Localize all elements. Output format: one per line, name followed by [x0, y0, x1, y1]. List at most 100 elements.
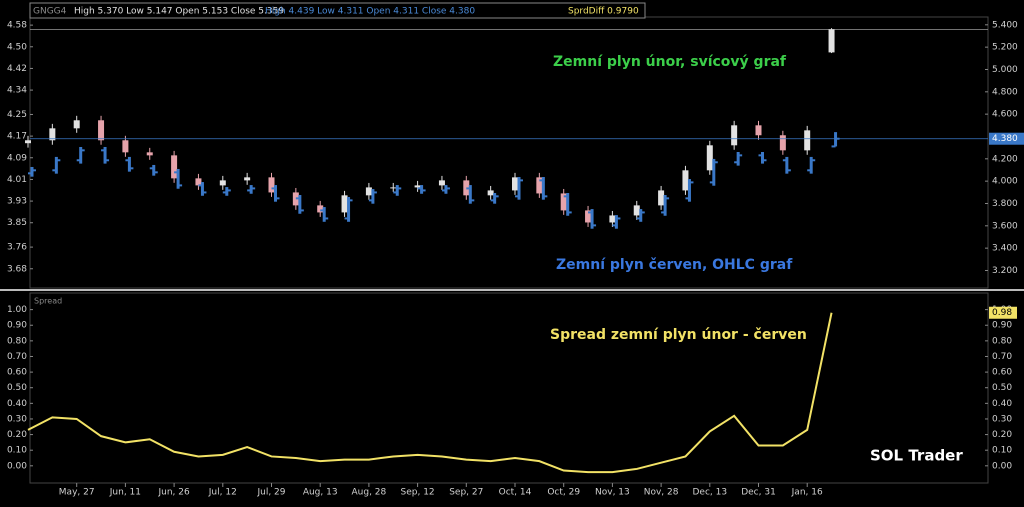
candle-body: [219, 180, 226, 186]
annotation: Zemní plyn červen, OHLC graf: [556, 257, 793, 273]
y-tick-label: 0.40: [7, 399, 27, 409]
candle-body: [512, 177, 518, 191]
x-tick-label: Nov, 28: [644, 488, 679, 498]
x-tick-label: Jul, 29: [256, 488, 285, 498]
y-tick-label: 3.93: [7, 197, 27, 207]
candle-body: [779, 135, 786, 151]
y-tick-label: 4.200: [992, 154, 1018, 164]
y-tick-label: 0.50: [7, 383, 27, 393]
x-tick-label: Nov, 13: [595, 488, 630, 498]
candle-body: [560, 193, 567, 211]
y-tick-label: 3.68: [7, 264, 27, 274]
y-tick-label: 0.10: [992, 446, 1012, 456]
y-tick-label: 3.76: [7, 243, 27, 253]
last-price-label: 4.380: [992, 134, 1018, 144]
last-value-box: [989, 306, 1017, 319]
y-tick-label: 0.80: [7, 336, 27, 346]
candle-body: [438, 180, 445, 186]
y-tick-label: 5.200: [992, 43, 1018, 53]
y-tick-label: 4.09: [7, 153, 27, 163]
y-tick-label: 3.85: [7, 218, 27, 228]
readout-ohlc: High 4.439 Low 4.311 Open 4.311 Close 4.…: [265, 7, 475, 17]
x-tick-label: Jun, 11: [109, 488, 141, 498]
candle-body: [49, 128, 56, 141]
x-tick-label: Jan, 16: [791, 488, 823, 498]
y-tick-label: 0.00: [7, 461, 27, 471]
x-tick-label: Oct, 14: [499, 488, 532, 498]
candle-body: [633, 205, 640, 216]
y-tick-label: 4.34: [7, 86, 27, 96]
candle-body: [98, 120, 105, 141]
y-tick-label: 0.90: [7, 321, 27, 331]
candle-body: [25, 140, 31, 144]
candle-body: [146, 152, 153, 156]
x-tick-label: Oct, 29: [547, 488, 580, 498]
candle-body: [73, 120, 80, 129]
y-tick-label: 4.600: [992, 110, 1018, 120]
readout-box: [29, 2, 646, 19]
last-value-label: 0.98: [992, 308, 1012, 318]
candle-body: [706, 145, 713, 171]
spread-line: [27, 312, 833, 474]
watermark: SOL Trader: [870, 447, 963, 465]
x-tick-label: Jul, 12: [208, 488, 237, 498]
y-tick-label: 3.800: [992, 199, 1018, 209]
candle-body: [536, 177, 543, 194]
y-tick-label: 3.600: [992, 221, 1018, 231]
y-tick-label: 0.70: [992, 352, 1012, 362]
x-tick-label: Sep, 27: [449, 488, 483, 498]
candle-body: [317, 205, 324, 213]
x-tick-label: Aug, 13: [303, 488, 338, 498]
y-tick-label: 0.60: [7, 368, 27, 378]
x-tick-label: Jun, 26: [157, 488, 190, 498]
candle-body: [122, 140, 129, 153]
readout-spread: SprdDiff 0.9790: [568, 7, 639, 17]
symbol: GNGG4: [33, 7, 67, 17]
x-tick-label: Sep, 12: [401, 488, 435, 498]
y-tick-label: 4.01: [7, 175, 27, 185]
y-tick-label: 0.10: [7, 446, 27, 456]
y-tick-label: 4.25: [7, 110, 27, 120]
candle-body: [171, 155, 178, 179]
x-tick-label: Dec, 13: [693, 488, 728, 498]
y-tick-label: 4.17: [7, 132, 27, 142]
candle-body: [804, 130, 811, 151]
y-tick-label: 4.42: [7, 64, 27, 74]
candle-body: [390, 187, 397, 189]
y-tick-label: 0.20: [7, 430, 27, 440]
candle-body: [755, 125, 762, 136]
last-price-box: [989, 132, 1024, 145]
candle-body: [828, 29, 835, 53]
candle-body: [414, 185, 421, 188]
y-tick-label: 0.70: [7, 352, 27, 362]
y-tick-label: 0.80: [992, 336, 1012, 346]
y-tick-label: 0.30: [992, 414, 1012, 424]
readout-candles: High 5.370 Low 5.147 Open 5.153 Close 5.…: [74, 7, 284, 17]
y-tick-label: 3.400: [992, 244, 1018, 254]
y-tick-label: 4.800: [992, 87, 1018, 97]
y-tick-label: 5.000: [992, 65, 1018, 75]
y-tick-label: 0.60: [992, 368, 1012, 378]
x-tick-label: May, 27: [59, 488, 95, 498]
candle-body: [585, 210, 592, 223]
y-tick-label: 0.20: [992, 430, 1012, 440]
y-tick-label: 0.30: [7, 414, 27, 424]
y-tick-label: 1.00: [7, 305, 27, 315]
x-tick-label: Aug, 28: [352, 488, 387, 498]
candle-body: [609, 215, 616, 223]
y-tick-label: 5.400: [992, 20, 1018, 30]
y-tick-label: 4.50: [7, 42, 27, 52]
annotation: Spread zemní plyn únor - červen: [550, 327, 807, 343]
panel-label: Spread: [34, 297, 62, 306]
candle-body: [244, 177, 251, 181]
y-tick-label: 0.00: [992, 461, 1012, 471]
annotation: Zemní plyn únor, svícový graf: [553, 54, 787, 70]
y-tick-label: 4.58: [7, 21, 27, 31]
candle-body: [195, 178, 202, 186]
y-tick-label: 4.000: [992, 177, 1018, 187]
y-tick-label: 0.40: [992, 399, 1012, 409]
candle-body: [268, 177, 275, 193]
candle-body: [731, 125, 738, 146]
